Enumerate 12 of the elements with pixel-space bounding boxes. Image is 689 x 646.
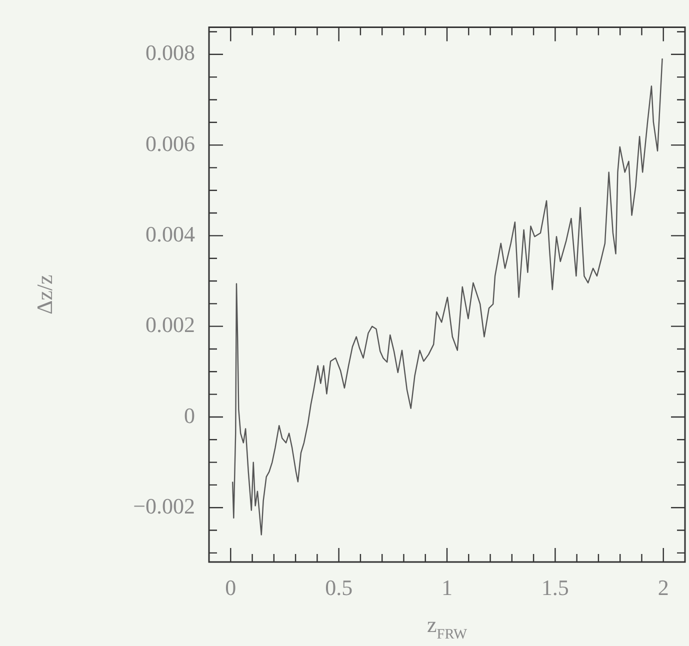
x-tick-label: 0 — [225, 574, 236, 600]
y-tick-label: 0.004 — [146, 221, 195, 246]
x-tick-label: 0.5 — [325, 574, 353, 600]
y-tick-label: −0.002 — [133, 493, 195, 518]
x-tick-label: 1.5 — [541, 574, 569, 600]
y-axis-title: Δz/z — [32, 274, 57, 314]
y-tick-label: 0.002 — [146, 312, 195, 338]
x-tick-label: 1 — [442, 574, 452, 600]
x-tick-label: 2 — [658, 574, 669, 600]
y-tick-label: 0.008 — [146, 40, 195, 66]
y-tick-label: 0 — [184, 402, 195, 428]
y-tick-label: 0.006 — [146, 130, 195, 156]
